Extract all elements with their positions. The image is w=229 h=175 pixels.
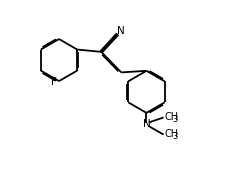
Text: N: N [116, 26, 124, 36]
Text: F: F [51, 77, 57, 87]
Text: CH: CH [164, 112, 178, 122]
Text: 3: 3 [171, 132, 177, 141]
Text: N: N [142, 119, 150, 129]
Text: CH: CH [164, 129, 178, 139]
Text: 3: 3 [171, 115, 177, 124]
